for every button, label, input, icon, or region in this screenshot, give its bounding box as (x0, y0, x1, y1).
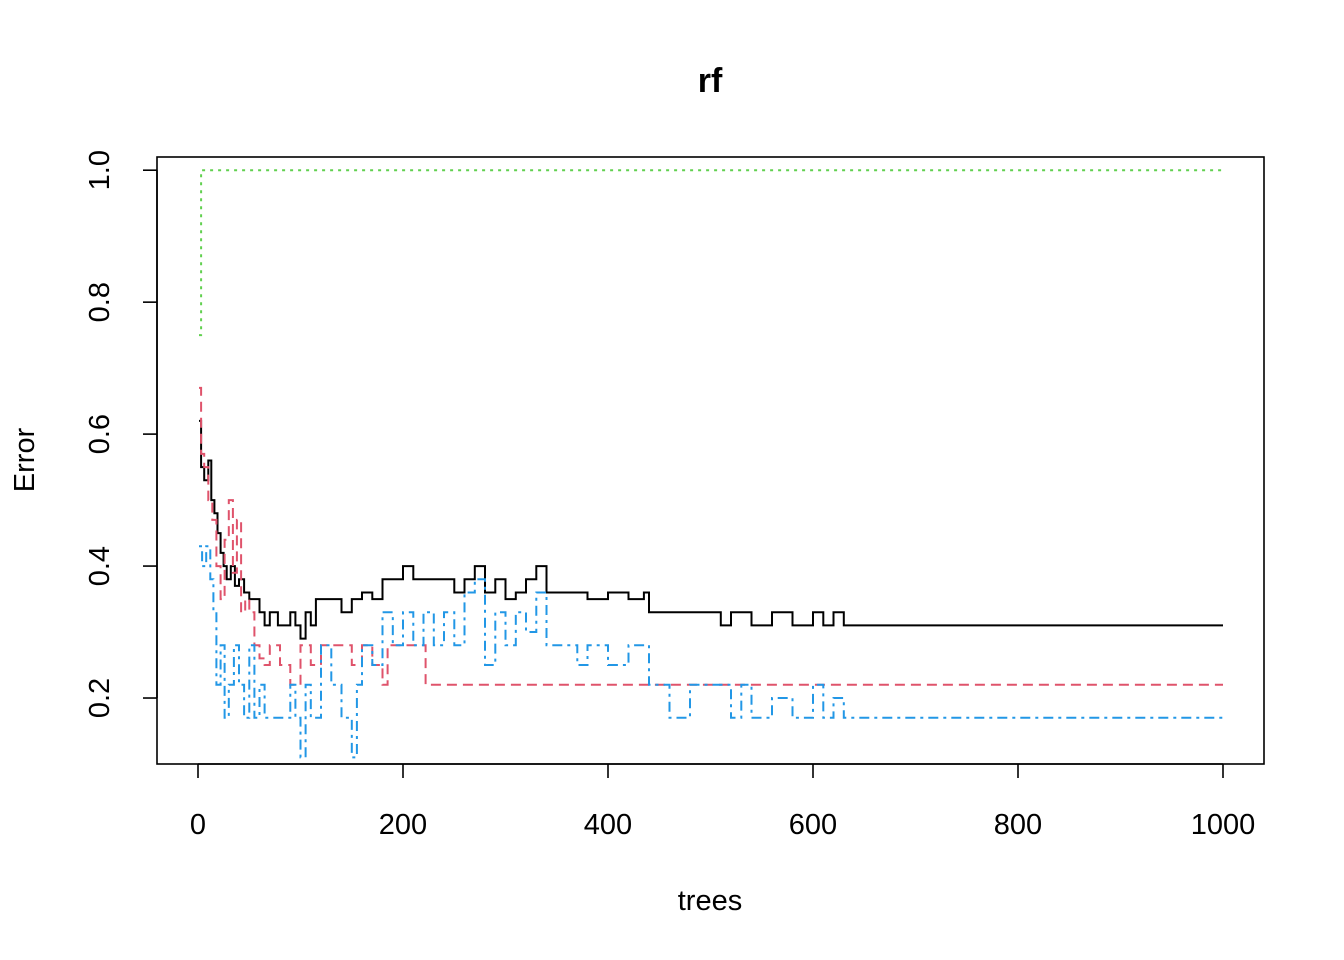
x-tick-label: 0 (190, 809, 206, 841)
y-tick-label: 0.8 (84, 282, 116, 322)
x-tick-label: 1000 (1191, 809, 1256, 841)
series-layer (199, 169, 1223, 759)
x-axis: 0 200 400 600 800 1000 (190, 763, 1256, 841)
y-axis-label: Error (9, 427, 41, 492)
series-line-2 (199, 386, 1223, 686)
chart-title: rf (698, 62, 723, 100)
x-axis-label: trees (678, 885, 742, 917)
y-tick-label: 0.2 (84, 678, 116, 718)
y-axis: 0.2 0.4 0.6 0.8 1.0 (84, 150, 158, 718)
x-tick-label: 600 (789, 809, 837, 841)
y-tick-label: 0.6 (84, 414, 116, 454)
y-tick-label: 1.0 (84, 150, 116, 190)
x-tick-label: 800 (994, 809, 1042, 841)
x-tick-label: 200 (379, 809, 427, 841)
series-line-3 (199, 169, 1223, 337)
plot-frame (156, 156, 1265, 765)
series-line-1 (199, 419, 1223, 640)
x-tick-label: 400 (584, 809, 632, 841)
series-line-4 (199, 545, 1223, 759)
y-tick-label: 0.4 (84, 546, 116, 586)
